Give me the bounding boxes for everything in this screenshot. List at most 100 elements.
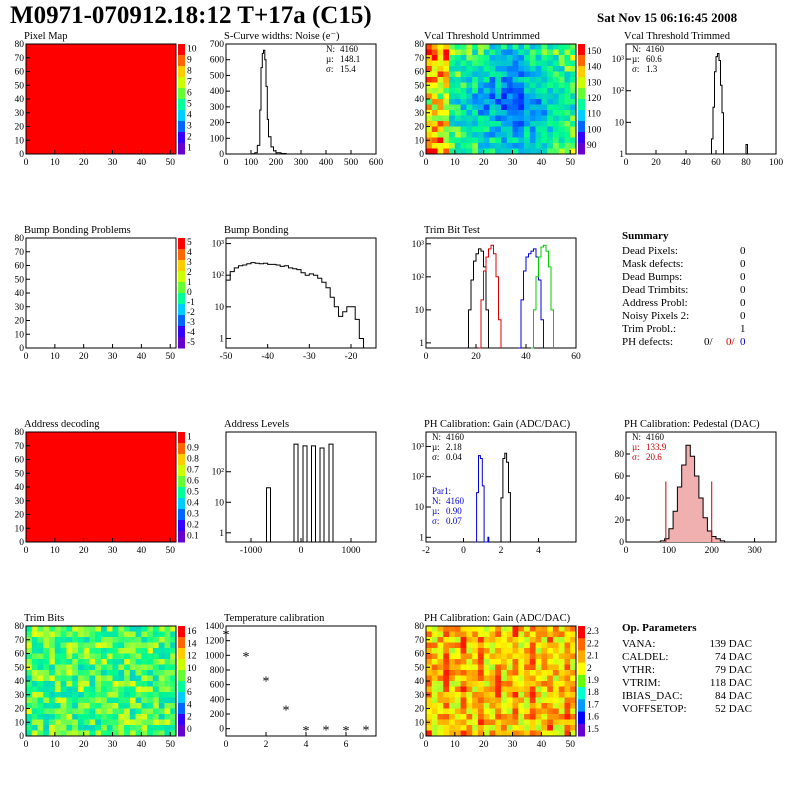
heatmap-cell: [158, 725, 165, 731]
heatmap-cell: [472, 703, 479, 709]
heatmap-cell: [524, 730, 531, 737]
scatter-point: *: [303, 724, 310, 739]
heatmap-cell: [454, 708, 461, 715]
heatmap-cell: [564, 66, 571, 72]
heatmap-cell: [535, 675, 542, 682]
heatmap-cell: [501, 104, 508, 111]
op-param-label: IBIAS_DAC:: [622, 690, 683, 702]
heatmap-cell: [170, 697, 177, 704]
heatmap-cell: [31, 637, 38, 643]
heatmap-cell: [501, 670, 508, 676]
heatmap-cell: [37, 725, 44, 731]
heatmap-cell: [558, 71, 565, 78]
heatmap-cell: [564, 631, 571, 638]
heatmap-cell: [483, 670, 490, 676]
heatmap-cell: [43, 686, 50, 693]
palette-cell: [178, 55, 185, 67]
palette-tick-label: 0.8: [187, 455, 199, 465]
heatmap-cell: [512, 675, 519, 682]
heatmap-cell: [426, 631, 433, 638]
heatmap-cell: [106, 642, 113, 649]
heatmap-cell: [518, 93, 525, 100]
heatmap-cell: [66, 714, 73, 720]
palette-cell: [178, 476, 185, 488]
heatmap-cell: [524, 60, 531, 67]
heatmap-cell: [483, 115, 490, 122]
heatmap-cell: [547, 730, 554, 737]
palette-cell: [578, 650, 585, 664]
summary-row-value: 0: [740, 284, 746, 296]
heatmap-cell: [547, 631, 554, 638]
heatmap-cell: [501, 88, 508, 94]
heatmap-cell: [506, 697, 513, 704]
heatmap-cell: [501, 626, 508, 632]
heatmap-cell: [72, 637, 79, 643]
x-tick-label: 10: [50, 158, 60, 168]
y-tick-label: 60: [415, 68, 425, 78]
scatter-point: *: [323, 723, 330, 738]
heatmap-cell: [541, 148, 548, 155]
heatmap-cell: [501, 126, 508, 133]
heatmap-cell: [501, 719, 508, 726]
heatmap-cell: [564, 697, 571, 704]
heatmap-cell: [489, 670, 496, 676]
heatmap-cell: [437, 637, 444, 643]
heatmap-cell: [49, 637, 56, 643]
op-param-label: CALDEL:: [622, 651, 669, 663]
heatmap-cell: [547, 670, 554, 676]
heatmap-cell: [431, 93, 438, 100]
heatmap-cell: [524, 99, 531, 105]
heatmap-cell: [501, 681, 508, 687]
heatmap-cell: [558, 44, 565, 50]
heatmap-cell: [506, 132, 513, 138]
x-tick-label: 0: [299, 546, 304, 556]
heatmap-cell: [506, 642, 513, 649]
heatmap-cell: [135, 637, 142, 643]
heatmap-cell: [460, 714, 467, 720]
heatmap-cell: [529, 708, 536, 715]
heatmap-cell: [564, 104, 571, 111]
heatmap-cell: [426, 77, 433, 83]
heatmap-cell: [443, 631, 450, 638]
heatmap-cell: [558, 115, 565, 122]
heatmap-cell: [506, 714, 513, 720]
heatmap-cell: [460, 692, 467, 698]
heatmap-cell: [141, 664, 148, 671]
heatmap-cell: [529, 66, 536, 72]
heatmap-cell: [547, 648, 554, 654]
heatmap-cell: [501, 143, 508, 149]
summary-panel: Summary Dead Pixels: 0 Mask defects: 0 Dead …: [622, 230, 792, 355]
heatmap-cell: [124, 659, 131, 665]
heatmap-cell: [101, 714, 108, 720]
heatmap-cell: [454, 642, 461, 649]
heatmap-cell: [426, 708, 433, 715]
palette-cell: [578, 711, 585, 725]
heatmap-cell: [483, 703, 490, 709]
heatmap-cell: [31, 670, 38, 676]
heatmap-cell: [477, 77, 484, 83]
heatmap-cell: [449, 99, 456, 105]
heatmap-cell: [489, 730, 496, 737]
heatmap-cell: [437, 121, 444, 127]
heatmap-cell: [118, 664, 125, 671]
y-tick-label: 30: [415, 109, 425, 119]
heatmap-cell: [529, 659, 536, 665]
heatmap-cell: [95, 708, 102, 715]
heatmap-cell: [529, 148, 536, 155]
stat-label: σ:: [632, 452, 639, 462]
heatmap-cell: [72, 626, 79, 632]
heatmap-cell: [489, 626, 496, 632]
hist-series-0: [499, 452, 511, 543]
heatmap-cell: [460, 60, 467, 67]
heatmap-cell: [460, 719, 467, 726]
heatmap-cell: [524, 675, 531, 682]
heatmap-cell: [106, 703, 113, 709]
x-tick-label: 4: [304, 740, 309, 750]
heatmap-cell: [95, 675, 102, 682]
heatmap-cell: [49, 653, 56, 660]
y-tick-label: 0: [419, 150, 424, 160]
heatmap-cell: [129, 703, 136, 709]
heatmap-cell: [54, 697, 61, 704]
y-tick-label: 10: [15, 136, 25, 146]
heatmap-cell: [552, 99, 559, 105]
